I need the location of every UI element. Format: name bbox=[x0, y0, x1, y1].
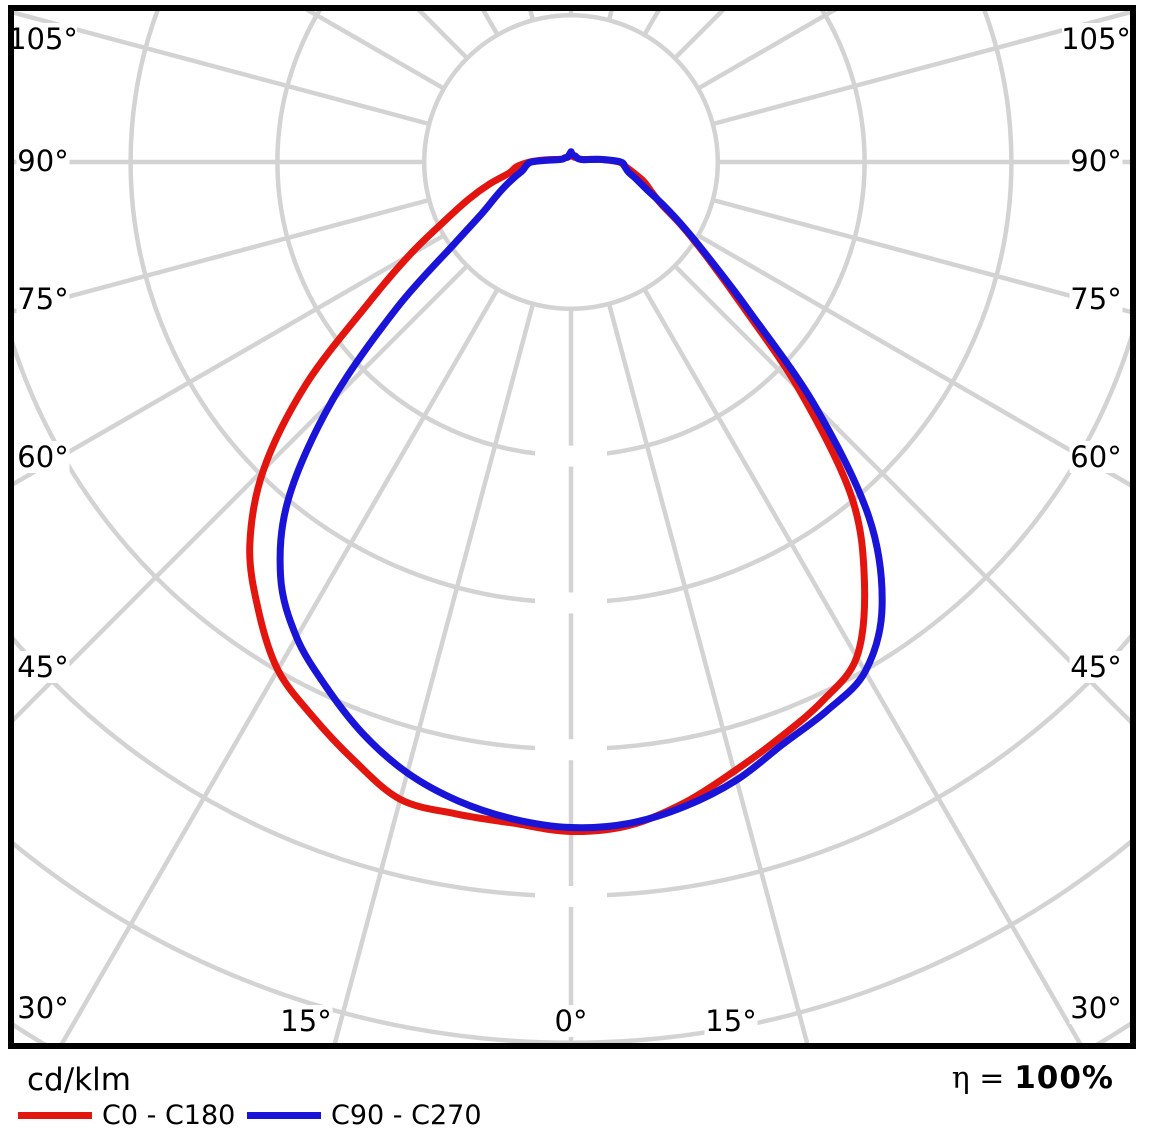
chart-footer: cd/klm C0 - C180 C90 - C270 η = 100% bbox=[0, 1052, 1164, 1140]
intensity-curves bbox=[246, 148, 886, 836]
legend-label-c0-c180: C0 - C180 bbox=[102, 1099, 236, 1131]
angle-tick-label: 105° bbox=[1061, 22, 1131, 56]
efficiency-value: 100% bbox=[1014, 1060, 1114, 1096]
angle-tick-label: 0° bbox=[555, 1004, 588, 1038]
angle-tick-label: 45° bbox=[1070, 650, 1121, 684]
curve-c0-c180 bbox=[246, 151, 869, 836]
angle-tick-label: 75° bbox=[1070, 282, 1121, 316]
plot-border bbox=[8, 5, 1136, 1049]
legend-item-c90-c270: C90 - C270 bbox=[247, 1099, 482, 1131]
legend-label-c90-c270: C90 - C270 bbox=[331, 1099, 482, 1131]
angle-tick-label: 105° bbox=[8, 22, 78, 56]
efficiency-symbol: η = bbox=[951, 1061, 1005, 1096]
curve-c90-c270 bbox=[276, 148, 886, 832]
angle-tick-label: 45° bbox=[17, 650, 68, 684]
legend-item-c0-c180: C0 - C180 bbox=[18, 1099, 236, 1131]
angle-tick-label: 60° bbox=[1070, 440, 1121, 474]
angle-tick-label: 90° bbox=[1070, 144, 1121, 178]
angle-tick-label: 75° bbox=[17, 282, 68, 316]
c90-c270-line-swatch bbox=[247, 1111, 321, 1119]
angle-tick-label: 60° bbox=[17, 440, 68, 474]
light-output-ratio: η = 100% bbox=[952, 1060, 1114, 1096]
angle-tick-labels: 105° 90° 75° 60° 45° 30° 105° 90° 75° 60° 45° 30° 15… bbox=[8, 22, 1131, 1038]
c0-c180-line-swatch bbox=[18, 1111, 92, 1119]
angle-tick-label: 30° bbox=[1070, 991, 1121, 1025]
angle-tick-label: 15° bbox=[280, 1004, 331, 1038]
unit-label: cd/klm bbox=[27, 1062, 131, 1098]
angle-tick-label: 15° bbox=[705, 1004, 756, 1038]
angle-tick-label: 30° bbox=[17, 991, 68, 1025]
angle-tick-label: 90° bbox=[17, 144, 68, 178]
legend: C0 - C180 C90 - C270 bbox=[18, 1099, 1118, 1131]
